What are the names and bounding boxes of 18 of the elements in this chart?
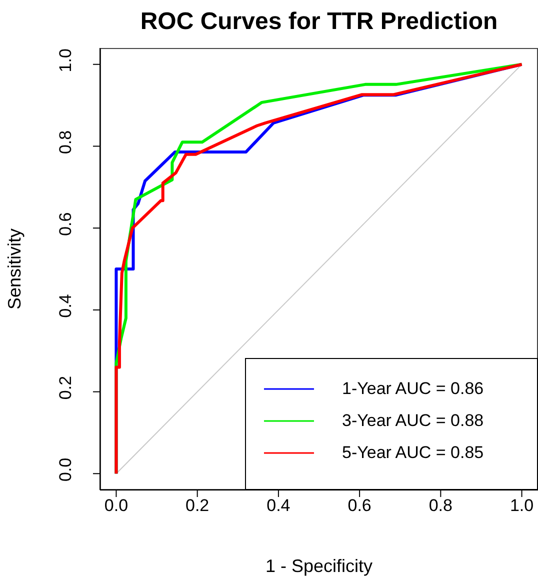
legend-label: 1-Year AUC = 0.86 <box>342 379 484 399</box>
y-tick-label: 0.0 <box>56 458 75 482</box>
y-axis-title: Sensitivity <box>4 228 24 310</box>
x-tick-label: 0.0 <box>104 496 128 516</box>
x-tick-label: 0.8 <box>428 496 452 516</box>
y-tick-label: 0.2 <box>56 376 75 400</box>
x-tick-label: 0.2 <box>186 496 210 516</box>
x-tick-label: 0.4 <box>266 496 290 516</box>
y-tick-label: 1.0 <box>56 48 75 72</box>
x-axis-title: 1 - Specificity <box>265 556 373 576</box>
y-tick-label: 0.8 <box>56 130 75 154</box>
legend-label: 5-Year AUC = 0.85 <box>342 443 484 463</box>
y-tick-label: 0.6 <box>56 212 75 236</box>
legend-label: 3-Year AUC = 0.88 <box>342 411 484 431</box>
x-tick-label: 1.0 <box>510 496 534 516</box>
x-tick-label: 0.6 <box>348 496 372 516</box>
y-tick-label: 0.4 <box>56 294 75 318</box>
chart-title: ROC Curves for TTR Prediction <box>139 7 499 37</box>
